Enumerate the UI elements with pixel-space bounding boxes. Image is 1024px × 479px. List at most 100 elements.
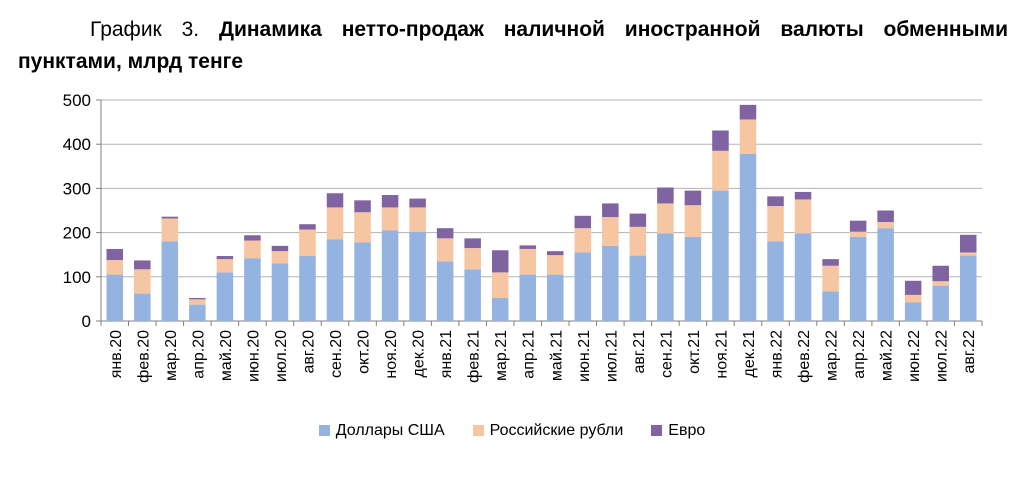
bar-usd: [684, 237, 702, 321]
bar-rub: [271, 251, 289, 264]
bar-eur: [216, 256, 234, 260]
bar-eur: [602, 203, 619, 218]
bar-eur: [106, 248, 124, 261]
x-tick-label: янв.22: [769, 330, 786, 378]
bar-usd: [629, 255, 647, 321]
x-tick-label: окт.20: [356, 330, 373, 374]
bar-eur: [464, 238, 481, 249]
chart-legend: Доллары США Российские рубли Евро: [0, 422, 1024, 440]
bar-rub: [299, 229, 316, 257]
y-tick-label: 500: [63, 91, 91, 110]
bar-eur: [409, 198, 426, 208]
x-tick-label: сен.21: [658, 330, 675, 378]
bar-eur: [932, 265, 949, 282]
x-tick-label: май.20: [218, 330, 235, 381]
legend-label: Евро: [668, 422, 706, 439]
bar-rub: [712, 150, 729, 191]
legend-swatch: [472, 425, 484, 436]
legend-item: Евро: [651, 422, 705, 440]
x-tick-label: май.21: [548, 330, 565, 381]
bar-usd: [849, 237, 867, 321]
bar-eur: [161, 216, 179, 219]
bar-usd: [739, 153, 757, 321]
y-tick-label: 400: [63, 135, 91, 154]
bar-rub: [849, 231, 867, 238]
bar-rub: [134, 269, 151, 294]
bar-rub: [602, 217, 619, 246]
bar-eur: [739, 104, 757, 120]
x-tick-label: июл.22: [934, 330, 951, 382]
bar-usd: [326, 239, 344, 321]
bar-rub: [739, 119, 757, 154]
bar-rub: [326, 207, 344, 240]
bar-eur: [712, 130, 729, 151]
bar-eur: [794, 191, 812, 200]
bar-usd: [794, 233, 812, 321]
x-tick-label: авг.20: [300, 330, 317, 374]
bar-eur: [189, 298, 206, 300]
bar-rub: [519, 248, 536, 275]
x-tick-label: июн.20: [245, 330, 262, 382]
x-tick-label: авг.22: [961, 330, 978, 374]
bar-usd: [409, 231, 426, 321]
bar-rub: [409, 207, 426, 232]
x-tick-label: дек.20: [411, 330, 428, 378]
x-tick-label: июн.21: [576, 330, 593, 382]
bar-eur: [959, 234, 977, 253]
x-tick-label: янв.21: [438, 330, 455, 378]
bar-rub: [244, 240, 261, 259]
legend-item: Доллары США: [318, 422, 445, 440]
x-tick-label: июн.22: [906, 330, 923, 382]
x-tick-label: сен.20: [328, 330, 345, 378]
x-tick-label: дек.21: [741, 330, 758, 378]
bar-usd: [271, 263, 289, 321]
y-tick-label: 100: [63, 268, 91, 287]
bar-usd: [491, 298, 509, 321]
bar-usd: [932, 285, 949, 321]
bar-eur: [134, 260, 151, 270]
x-tick-label: ноя.20: [383, 330, 400, 379]
x-tick-label: мар.22: [824, 330, 841, 381]
x-tick-label: июл.21: [603, 330, 620, 382]
bar-rub: [464, 248, 481, 270]
bar-rub: [657, 203, 674, 234]
bar-eur: [299, 224, 316, 230]
bar-rub: [877, 221, 894, 229]
bar-eur: [684, 190, 702, 206]
bar-rub: [959, 252, 977, 256]
x-tick-label: авг.21: [631, 330, 648, 374]
bar-usd: [189, 304, 206, 321]
bar-usd: [436, 261, 454, 321]
bar-rub: [189, 299, 206, 305]
x-tick-label: окт.21: [686, 330, 703, 374]
bar-usd: [712, 190, 729, 321]
bar-usd: [877, 228, 894, 321]
bar-usd: [381, 230, 399, 321]
bar-rub: [161, 218, 179, 242]
legend-item: Российские рубли: [472, 422, 623, 440]
bar-eur: [629, 213, 647, 227]
chart-title-text: Динамика нетто-продаж наличной иностранн…: [18, 18, 1008, 73]
x-tick-label: ноя.21: [713, 330, 730, 379]
legend-swatch: [318, 425, 330, 436]
bar-rub: [822, 265, 839, 292]
y-tick-label: 300: [63, 179, 91, 198]
legend-swatch: [651, 425, 663, 436]
y-tick-label: 0: [82, 312, 91, 331]
x-tick-label: фев.20: [135, 330, 152, 383]
bar-usd: [547, 274, 564, 321]
chart-title: График 3. Динамика нетто-продаж наличной…: [18, 14, 1008, 78]
bar-eur: [271, 245, 289, 252]
bar-usd: [822, 291, 839, 321]
bar-usd: [244, 258, 261, 321]
bar-usd: [519, 274, 536, 321]
bar-rub: [629, 226, 647, 256]
y-tick-label: 200: [63, 224, 91, 243]
bar-usd: [134, 293, 151, 321]
x-tick-label: фев.21: [466, 330, 483, 383]
x-tick-label: апр.20: [190, 330, 207, 379]
bar-rub: [684, 205, 702, 238]
bar-rub: [932, 281, 949, 286]
bar-usd: [161, 241, 179, 321]
bar-rub: [767, 206, 784, 242]
